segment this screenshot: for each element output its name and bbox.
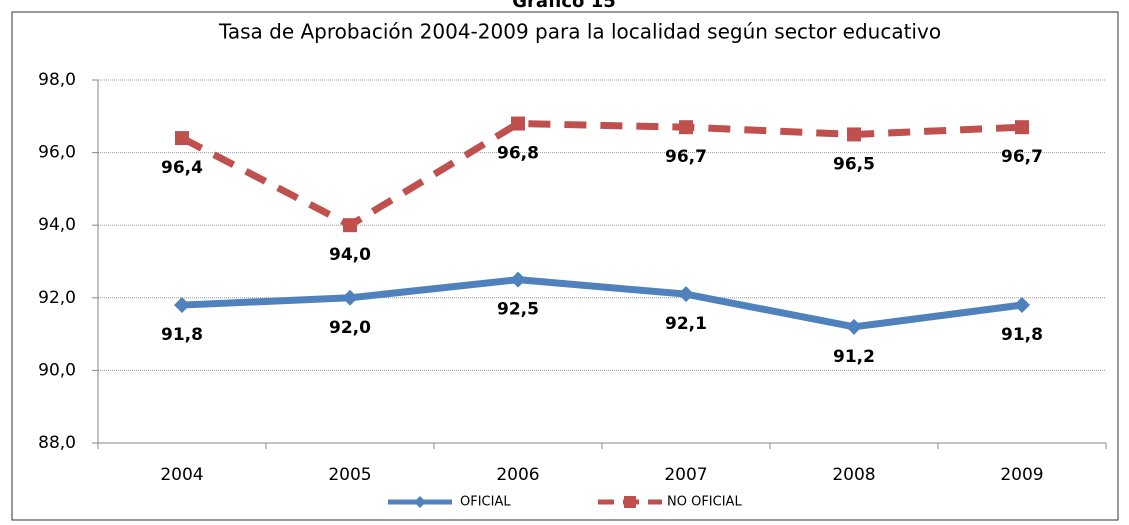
series-line — [180, 120, 1023, 229]
data-label: 96,5 — [833, 154, 875, 174]
point-marker — [175, 131, 189, 146]
chart-frame — [11, 11, 1119, 521]
data-label: 96,7 — [1001, 147, 1043, 167]
x-tick-label: 2004 — [160, 465, 203, 485]
legend-marker — [414, 496, 426, 508]
chart-title: Tasa de Aprobación 2004-2009 para la loc… — [218, 20, 941, 44]
data-label: 92,5 — [497, 300, 539, 320]
point-marker — [174, 297, 190, 314]
data-label: 92,1 — [665, 314, 707, 334]
legend-label: NO OFICIAL — [667, 495, 742, 510]
point-marker — [679, 120, 693, 135]
y-tick-label: 90,0 — [38, 360, 76, 380]
x-tick-label: 2006 — [496, 465, 539, 485]
point-marker — [678, 286, 694, 303]
y-tick-label: 98,0 — [38, 70, 76, 90]
y-tick-label: 96,0 — [38, 143, 76, 163]
series-line — [181, 276, 1023, 331]
data-label: 96,4 — [161, 158, 203, 178]
y-tick-label: 92,0 — [38, 288, 76, 308]
chart-supertitle: Gráfico 15 — [512, 0, 616, 12]
data-label: 96,8 — [497, 144, 539, 164]
point-marker — [1014, 297, 1030, 314]
point-marker — [1015, 120, 1029, 135]
y-tick-label: 94,0 — [38, 215, 76, 235]
x-tick-label: 2009 — [1000, 465, 1043, 485]
data-label: 91,8 — [161, 325, 203, 345]
data-label: 94,0 — [329, 245, 371, 265]
point-marker — [511, 116, 525, 131]
legend-marker — [624, 496, 636, 508]
x-tick-label: 2007 — [664, 465, 707, 485]
point-marker — [342, 289, 358, 306]
x-tick-label: 2008 — [832, 465, 875, 485]
point-marker — [847, 127, 861, 142]
point-marker — [510, 271, 526, 288]
legend-label: OFICIAL — [460, 495, 511, 510]
x-tick-label: 2005 — [328, 465, 371, 485]
data-label: 91,2 — [833, 347, 875, 367]
point-marker — [846, 318, 862, 335]
data-label: 91,8 — [1001, 325, 1043, 345]
y-tick-label: 88,0 — [38, 433, 76, 453]
data-label: 96,7 — [665, 147, 707, 167]
point-marker — [343, 218, 357, 233]
data-label: 92,0 — [329, 318, 371, 338]
